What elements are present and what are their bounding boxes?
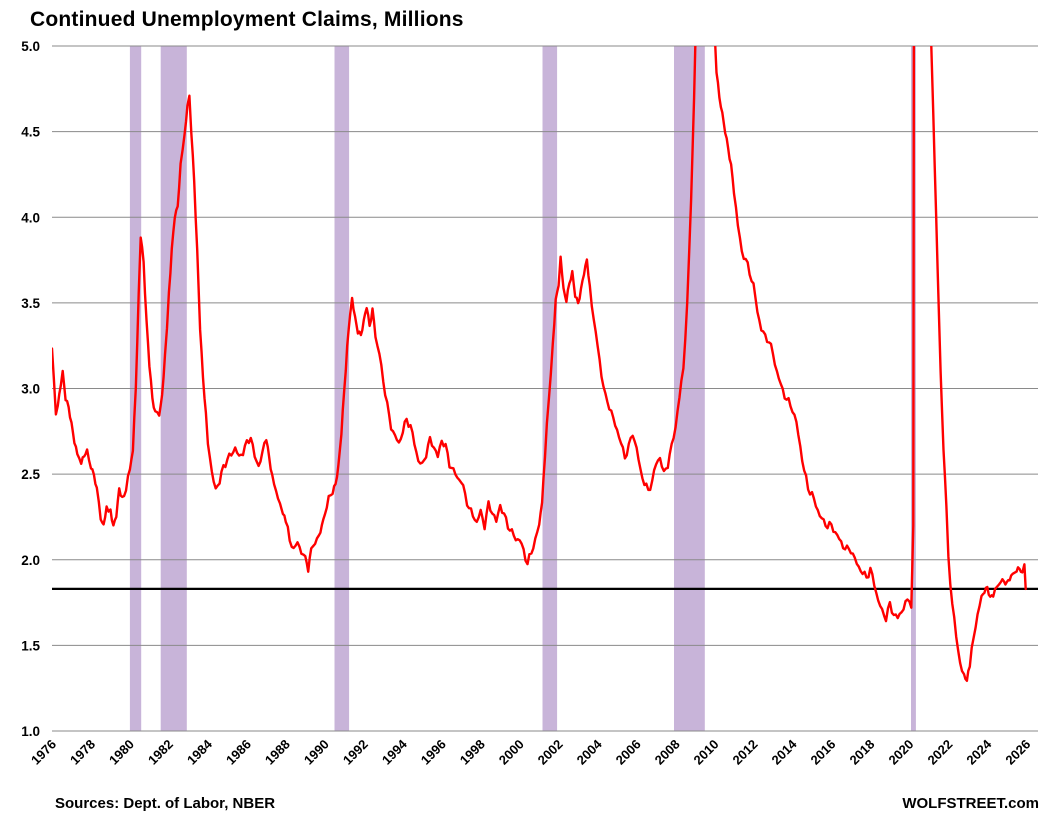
y-tick-label: 4.0 — [21, 210, 40, 225]
x-tick-label: 1998 — [457, 737, 488, 768]
line-chart: 1.0 1.5 2.0 2.5 3.0 3.5 4.0 4.5 5.0 1976 1978 1980 1… — [21, 39, 1038, 768]
y-tick-label: 4.5 — [21, 125, 40, 140]
x-tick-label: 2002 — [535, 737, 566, 768]
claims-line — [52, 46, 1027, 682]
y-tick-label: 1.0 — [21, 724, 40, 739]
x-tick-label: 2022 — [924, 737, 955, 768]
y-tick-label: 1.5 — [21, 638, 40, 653]
x-tick-label: 2000 — [496, 737, 527, 768]
x-tick-label: 2016 — [807, 737, 838, 768]
x-tick-label: 1994 — [379, 736, 411, 768]
x-tick-label: 2020 — [885, 737, 916, 768]
x-tick-label: 2012 — [730, 737, 761, 768]
x-tick-label: 1982 — [145, 737, 176, 768]
x-tick-label: 1980 — [106, 737, 137, 768]
wolfstreet-watermark: WOLFSTREET.com — [902, 795, 1039, 812]
x-tick-label: 1976 — [28, 737, 59, 768]
x-tick-label: 2024 — [963, 736, 995, 768]
x-tick-label: 2010 — [691, 737, 722, 768]
chart-title: Continued Unemployment Claims, Millions — [30, 8, 464, 31]
x-tick-label: 1990 — [301, 737, 332, 768]
chart-footer: Sources: Dept. of Labor, NBER WOLFSTREET… — [0, 789, 1055, 812]
y-tick-label: 5.0 — [21, 39, 40, 54]
x-tick-label: 1978 — [67, 737, 98, 768]
x-tick-label: 2018 — [846, 737, 877, 768]
x-tick-label: 1992 — [340, 737, 371, 768]
x-tick-label: 1996 — [418, 737, 449, 768]
x-tick-label: 1986 — [223, 737, 254, 768]
x-tick-label: 2004 — [574, 736, 606, 768]
x-tick-label: 2014 — [769, 736, 801, 768]
sources-note: Sources: Dept. of Labor, NBER — [55, 795, 276, 812]
y-tick-label: 2.0 — [21, 553, 40, 568]
x-tick-label: 1988 — [262, 737, 293, 768]
x-tick-label: 2008 — [652, 737, 683, 768]
chart-plot-area: 1.0 1.5 2.0 2.5 3.0 3.5 4.0 4.5 5.0 1976 1978 1980 1… — [0, 34, 1055, 789]
x-tick-label: 2006 — [613, 737, 644, 768]
y-tick-label: 3.5 — [21, 296, 40, 311]
x-tick-label: 1984 — [184, 736, 216, 768]
x-tick-label: 2026 — [1002, 737, 1033, 768]
y-tick-label: 3.0 — [21, 382, 40, 397]
y-tick-label: 2.5 — [21, 467, 40, 482]
